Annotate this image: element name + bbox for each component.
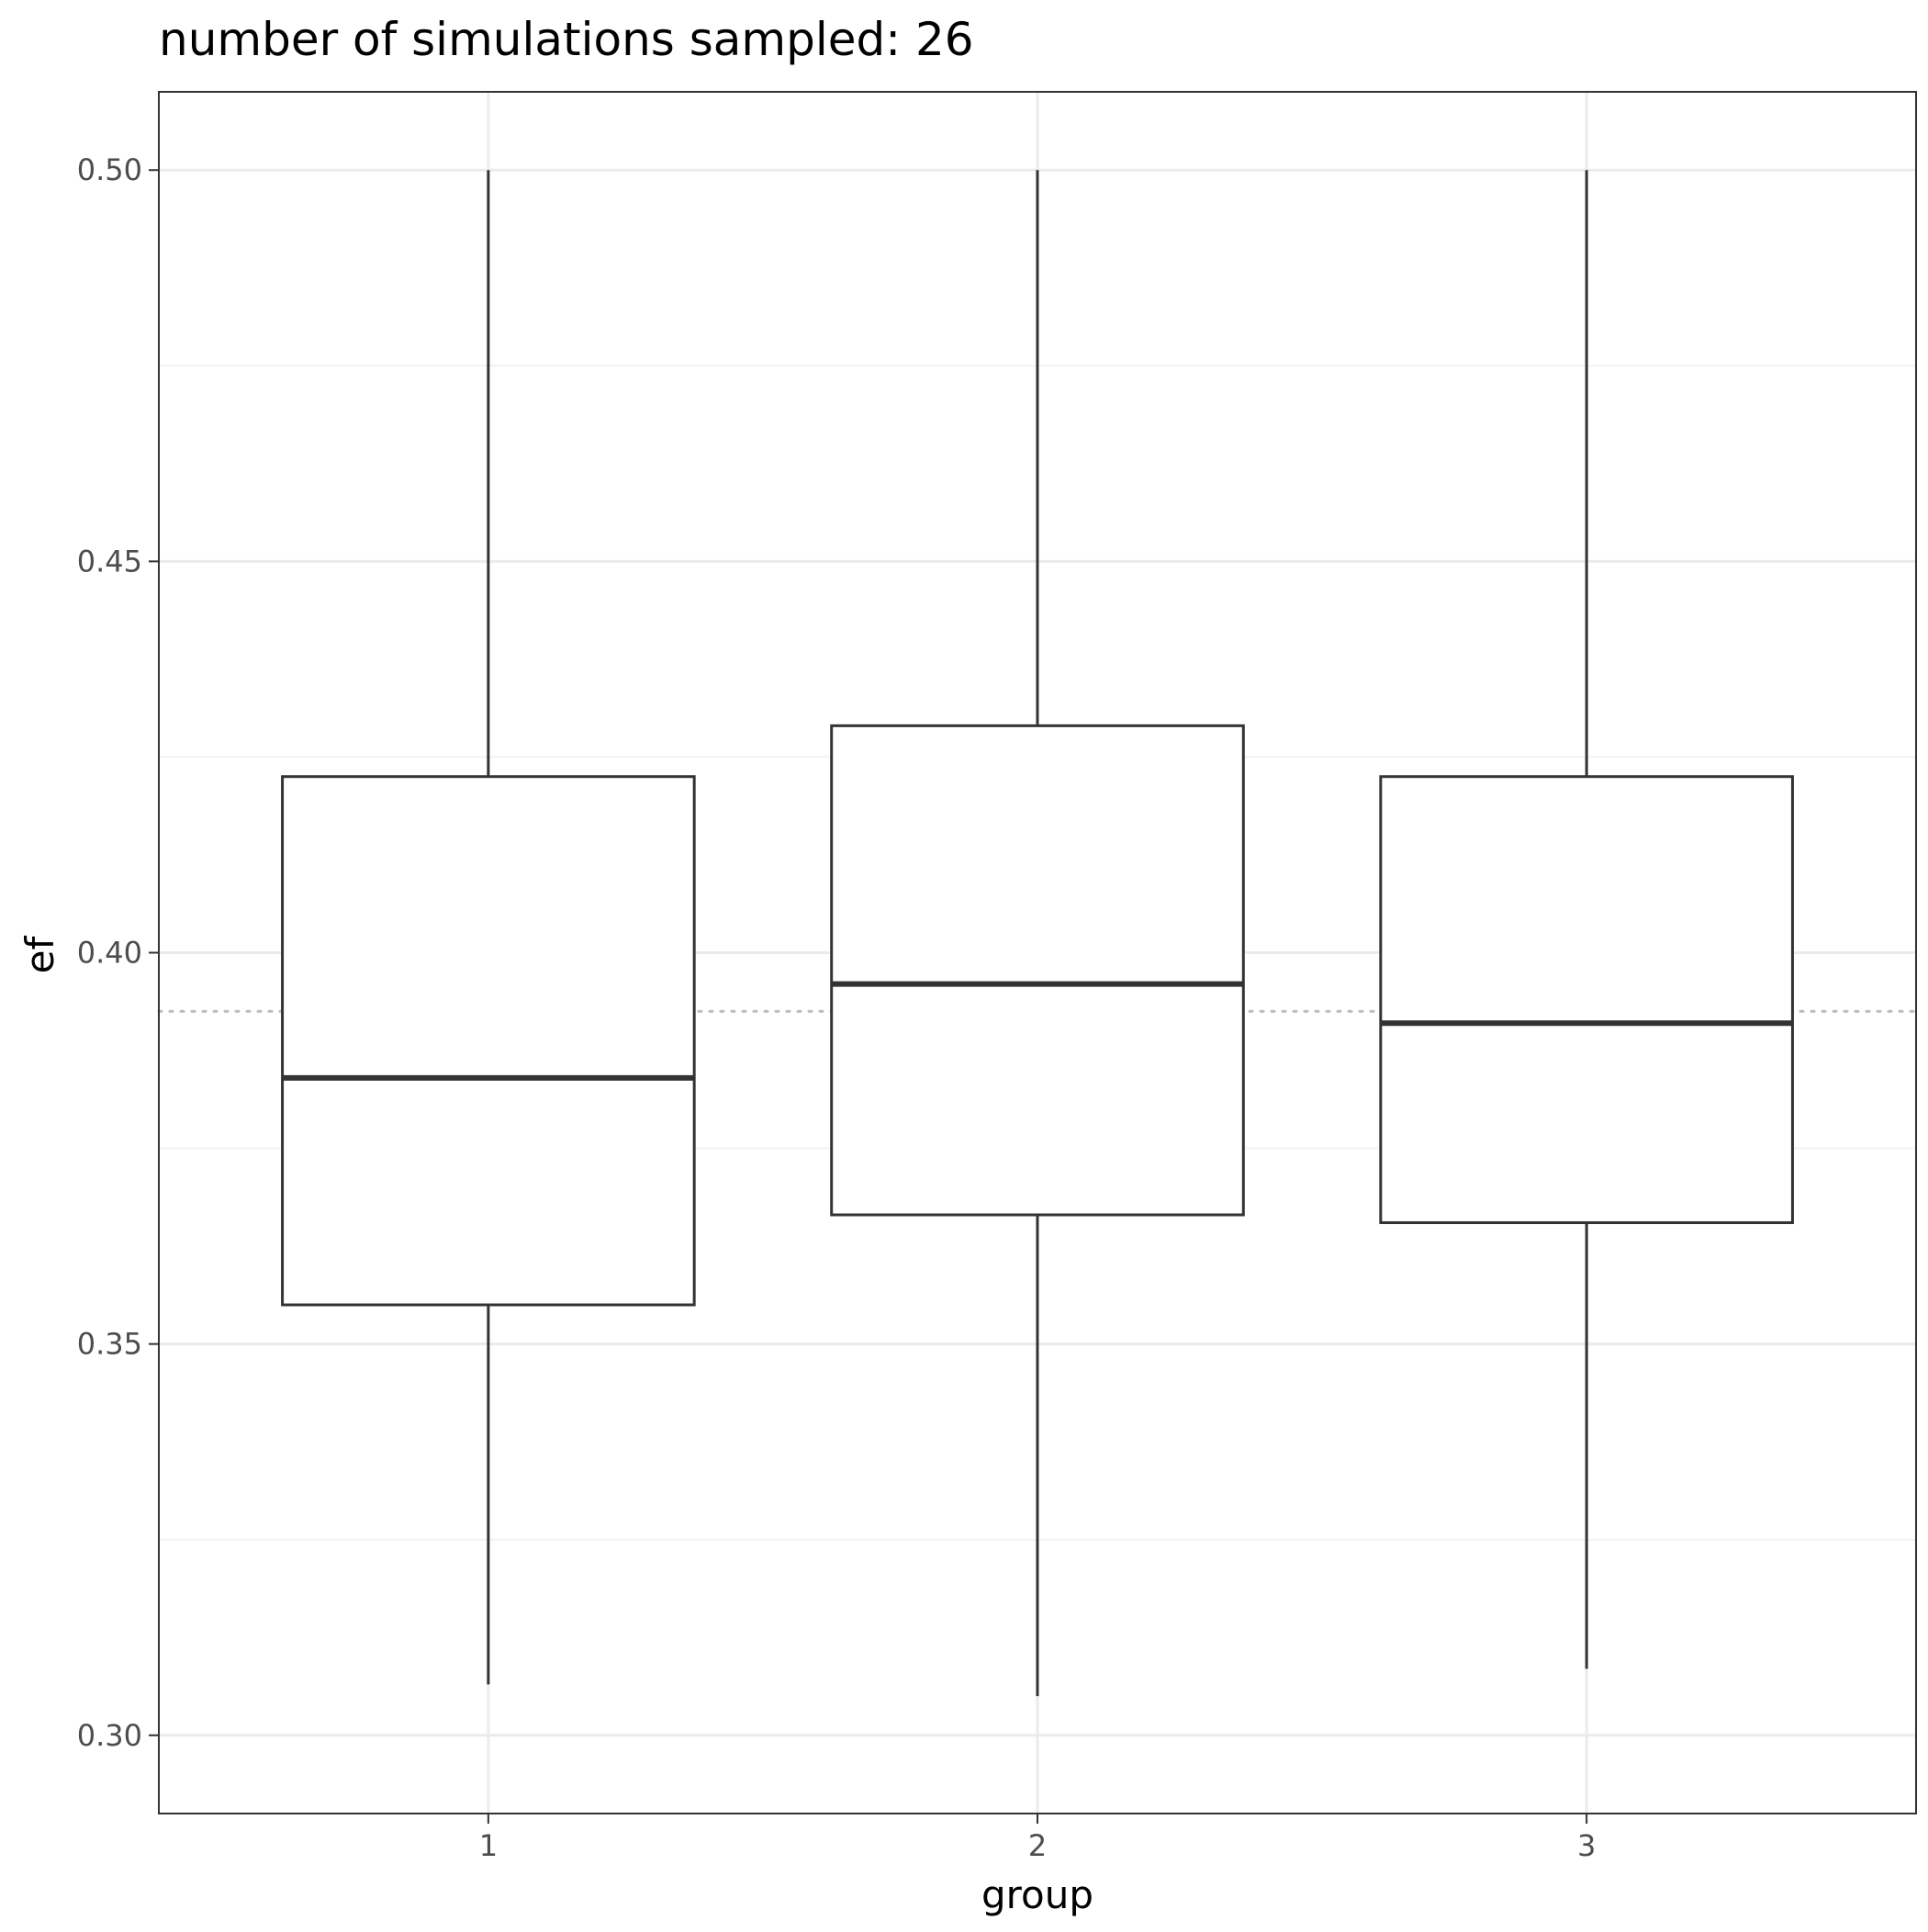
chart-title: number of simulations sampled: 26 [159,13,974,66]
y-tick-label: 0.30 [77,1718,142,1753]
y-tick-label: 0.40 [77,936,142,971]
y-tick-label: 0.50 [77,152,142,187]
axis-layer: 0.30 0.35 0.40 0.45 0.50 1 2 3 [77,152,1597,1863]
y-tick-label: 0.45 [77,544,142,578]
x-axis-title: group [981,1872,1093,1917]
box-iqr [1379,775,1794,1225]
x-tick-label: 1 [479,1828,498,1863]
box-iqr [281,775,696,1307]
box-layer [281,170,1794,1697]
y-tick-label: 0.35 [77,1327,142,1362]
box-iqr [830,724,1245,1217]
x-tick-label: 2 [1028,1828,1047,1863]
y-axis-title: ef [17,935,62,973]
x-tick-label: 3 [1577,1828,1596,1863]
